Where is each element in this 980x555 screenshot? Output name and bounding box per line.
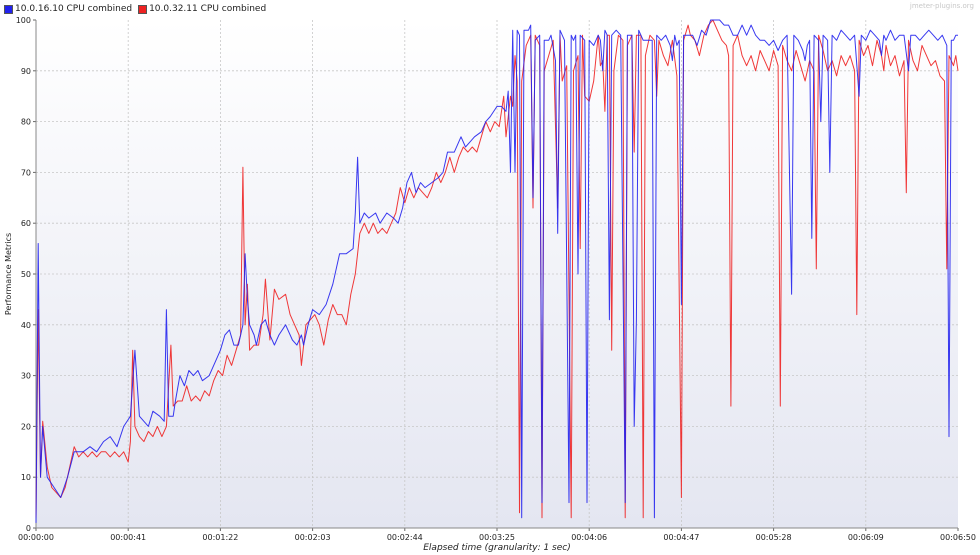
x-tick-label: 00:01:22 xyxy=(202,533,238,542)
x-tick-label: 00:04:47 xyxy=(663,533,699,542)
x-tick-label: 00:03:25 xyxy=(479,533,515,542)
series-line-1 xyxy=(35,19,958,523)
y-tick-label: 60 xyxy=(21,219,31,228)
y-tick-label: 100 xyxy=(16,16,31,25)
y-tick-label: 90 xyxy=(21,67,31,76)
x-tick-label: 00:02:44 xyxy=(387,533,423,542)
x-axis-title: Elapsed time (granularity: 1 sec) xyxy=(423,543,571,553)
y-tick-label: 50 xyxy=(21,270,31,279)
legend-swatch-series-2 xyxy=(138,4,148,14)
legend-item-series-2: 10.0.32.11 CPU combined xyxy=(138,4,266,14)
legend-label-series-1: 10.0.16.10 CPU combined xyxy=(15,4,133,14)
x-tick-label: 00:02:03 xyxy=(295,533,331,542)
x-tick-label: 00:05:28 xyxy=(756,533,792,542)
axes: 0 10 20 30 40 50 60 70 80 90 100 00:00:00 00:00:41 00… xyxy=(16,16,976,542)
y-tick-label: 20 xyxy=(21,422,31,431)
y-tick-label: 0 xyxy=(26,524,31,533)
x-tick-label: 00:00:41 xyxy=(110,533,146,542)
x-tick-label: 00:06:09 xyxy=(848,533,884,542)
y-tick-label: 80 xyxy=(21,118,31,127)
series-lines xyxy=(35,19,959,523)
y-tick-label: 40 xyxy=(21,321,31,330)
legend-item-series-1: 10.0.16.10 CPU combined xyxy=(4,4,132,14)
grid xyxy=(36,20,958,528)
watermark: jmeter-plugins.org xyxy=(909,2,974,10)
x-tick-label: 00:06:50 xyxy=(940,533,976,542)
x-tick-label: 00:00:00 xyxy=(18,533,54,542)
legend-swatch-series-1 xyxy=(4,4,13,14)
y-tick-label: 10 xyxy=(21,473,31,482)
x-tick-label: 00:04:06 xyxy=(571,533,607,542)
legend-label-series-2: 10.0.32.11 CPU combined xyxy=(149,4,267,14)
y-axis-title: Performance Metrics xyxy=(4,233,13,315)
y-tick-label: 30 xyxy=(21,372,31,381)
legend: 10.0.16.10 CPU combined 10.0.32.11 CPU c… xyxy=(4,2,266,16)
y-tick-label: 70 xyxy=(21,168,31,177)
